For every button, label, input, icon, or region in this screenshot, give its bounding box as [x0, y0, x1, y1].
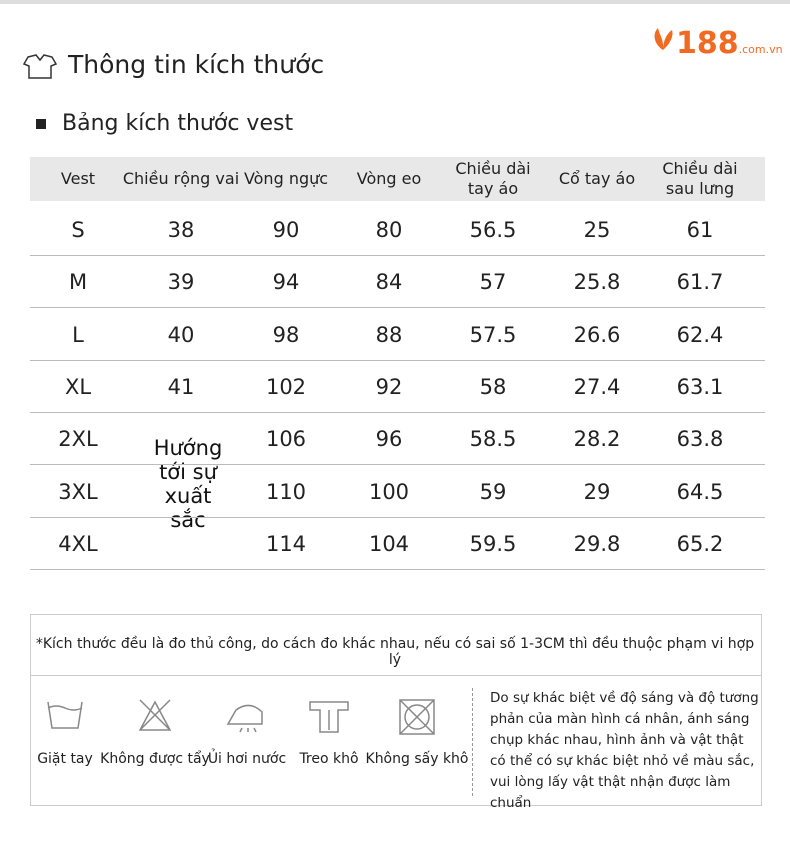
- table-cell: 25: [583, 218, 611, 242]
- table-cell: XL: [64, 374, 92, 399]
- column-header: Cổ tay áo: [558, 169, 636, 188]
- table-cell: 57: [479, 270, 507, 295]
- table-cell: 25.8: [573, 270, 621, 295]
- table-cell: 65.2: [676, 531, 724, 556]
- table-cell: 88: [375, 322, 403, 347]
- table-cell: 29.8: [573, 531, 621, 556]
- table-cell: 38: [167, 218, 195, 242]
- table-header-band: [30, 157, 765, 201]
- table-cell: 57.5: [469, 322, 517, 347]
- logo-domain: .com.vn: [738, 43, 783, 56]
- table-cell: 59.5: [469, 531, 517, 556]
- table-cell: 98: [272, 322, 300, 347]
- table-cell: 94: [272, 270, 300, 295]
- section-title: Bảng kích thước vest: [62, 111, 294, 136]
- row-separator: [30, 464, 765, 466]
- care-label: Giặt tay: [37, 751, 93, 767]
- table-cell: 61.7: [676, 270, 724, 295]
- care-label: Ủi hơi nước: [207, 751, 287, 767]
- table-cell: 63.8: [676, 427, 724, 452]
- column-header: Vòng eo: [356, 169, 422, 188]
- care-icons: [47, 699, 435, 735]
- column-header: Chiều dài tay áo: [455, 159, 531, 198]
- logo-leaf: [654, 28, 673, 50]
- table-cell: 56.5: [469, 218, 517, 242]
- table-cell: 2XL: [58, 427, 98, 452]
- table-cell: M: [68, 270, 88, 295]
- table-cell: 58.5: [469, 427, 517, 452]
- column-header: Chiều dài sau lưng: [662, 159, 738, 198]
- row-separator: [30, 359, 765, 361]
- care-label: Treo khô: [299, 751, 359, 767]
- divider: [30, 675, 761, 676]
- table-cell: 59: [479, 479, 507, 504]
- table-cell: 84: [375, 270, 403, 295]
- note: *Kích thước đều là đo thủ công, do cách …: [35, 636, 755, 668]
- logo: 188.com.vn: [650, 26, 783, 61]
- table-cell: 4XL: [58, 531, 98, 556]
- table-cell: 114: [265, 531, 307, 556]
- table-cell: 104: [368, 531, 410, 556]
- table-cell: S: [71, 218, 85, 242]
- table-cell: 29: [583, 479, 611, 504]
- table-cell: 61: [686, 218, 714, 242]
- table-cell: 26.6: [573, 322, 621, 347]
- table-cell: 106: [265, 427, 307, 452]
- table-cell: L: [72, 322, 84, 347]
- column-header: Vòng ngực: [243, 169, 329, 188]
- table-cell: 64.5: [676, 479, 724, 504]
- table-cell: 100: [368, 479, 410, 504]
- overlay-text: Hướng tới sự xuất sắc: [153, 436, 223, 532]
- row-separator: [30, 307, 765, 309]
- care-label: Không được tẩy: [100, 751, 210, 767]
- bullet: [36, 119, 46, 129]
- table-cell: 58: [479, 374, 507, 399]
- shirt-icon: [22, 54, 58, 79]
- row-separator: [30, 568, 765, 570]
- dashed-divider: [472, 688, 473, 796]
- table-cell: 96: [375, 427, 403, 452]
- table-cell: 92: [375, 374, 403, 399]
- table-cell: 28.2: [573, 427, 621, 452]
- table-cell: 63.1: [676, 374, 724, 399]
- table-cell: 62.4: [676, 322, 724, 347]
- table-cell: 40: [167, 322, 195, 347]
- column-header: Chiều rộng vai: [122, 169, 240, 188]
- table-cell: 110: [265, 479, 307, 504]
- header-title: Thông tin kích thước: [68, 50, 325, 79]
- care-label: Không sấy khô: [365, 751, 469, 767]
- top-rule: [0, 0, 790, 4]
- disclaimer: Do sự khác biệt về độ sáng và độ tương p…: [490, 690, 759, 811]
- table-cell: 80: [375, 218, 403, 242]
- row-separator: [30, 411, 765, 413]
- row-separator: [30, 255, 765, 256]
- table-cell: 41: [167, 374, 195, 399]
- table-cell: 39: [167, 270, 195, 295]
- table-cell: 90: [272, 218, 300, 242]
- care-box: [30, 614, 762, 806]
- row-separator: [30, 516, 765, 518]
- table-cell: 3XL: [58, 479, 98, 504]
- logo-text: 188: [676, 26, 739, 61]
- table-cell: 102: [265, 374, 307, 399]
- column-header: Vest: [60, 169, 96, 188]
- table-cell: 27.4: [573, 374, 621, 399]
